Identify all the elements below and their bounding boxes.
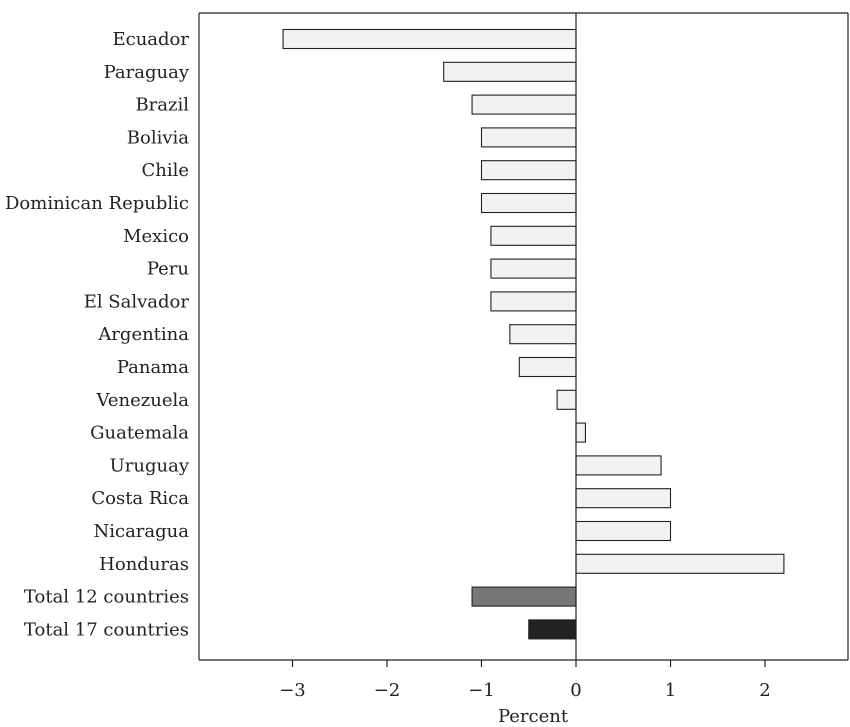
category-labels: Ecuador Paraguay Brazil Bolivia Chile Dominic… (5, 29, 190, 640)
bar-chile (480, 160, 577, 181)
bar-honduras (575, 553, 785, 574)
bar-brazil (471, 94, 577, 115)
bar-mexico (490, 225, 577, 246)
plot-frame (198, 12, 849, 661)
x-tick-label: −3 (279, 680, 306, 701)
bar-venezuela (556, 389, 577, 410)
category-label: Ecuador (112, 29, 189, 50)
bar-ecuador (282, 28, 577, 50)
category-label: Peru (147, 259, 189, 280)
category-label: Costa Rica (91, 488, 189, 509)
category-label: Total 17 countries (24, 619, 189, 640)
x-tick-label: −2 (374, 680, 401, 701)
bar-costa-rica (575, 488, 672, 509)
category-label: Dominican Republic (5, 193, 189, 214)
bar-nicaragua (575, 520, 672, 542)
x-tick-label: −1 (468, 680, 495, 701)
category-label: Mexico (123, 226, 189, 247)
x-axis-ticks: −3 −2 −1 0 1 2 (279, 660, 771, 701)
x-tick-label: 1 (665, 680, 676, 701)
category-label: Paraguay (104, 62, 190, 83)
category-label: Chile (141, 160, 189, 181)
category-label: Bolivia (127, 127, 190, 148)
category-label: Uruguay (110, 455, 190, 476)
category-label: Nicaragua (93, 521, 189, 542)
bar-total-12-countries (471, 586, 577, 607)
bar-uruguay (575, 455, 662, 476)
category-label: Panama (117, 357, 189, 378)
bar-dominican-republic (480, 192, 577, 214)
category-label: El Salvador (84, 291, 190, 312)
bar-el-salvador (490, 291, 577, 312)
category-label: Honduras (99, 554, 189, 575)
bar-peru (490, 258, 577, 279)
category-label: Guatemala (90, 423, 189, 444)
category-label: Venezuela (96, 390, 190, 411)
x-tick-label: 2 (759, 680, 770, 701)
bar-paraguay (443, 61, 577, 82)
category-label: Brazil (135, 95, 189, 116)
bar-total-17-countries (528, 619, 577, 640)
category-label: Argentina (97, 324, 189, 345)
bar-bolivia (480, 127, 577, 148)
x-axis-title: Percent (498, 706, 569, 727)
category-label: Total 12 countries (24, 587, 189, 608)
bar-guatemala (575, 422, 586, 443)
x-tick-label: 0 (570, 680, 581, 701)
bars-layer (282, 28, 785, 640)
bar-argentina (509, 324, 577, 345)
bar-panama (518, 356, 577, 378)
